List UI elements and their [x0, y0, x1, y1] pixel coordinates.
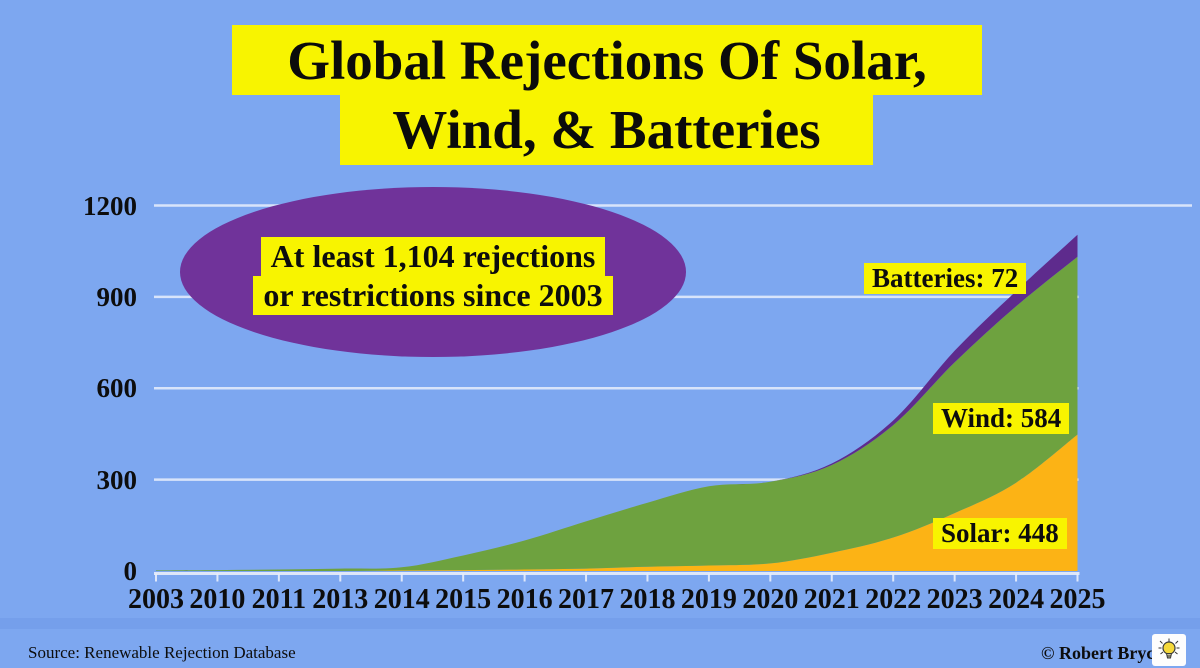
- page-title-line2: Wind, & Batteries: [340, 95, 873, 165]
- y-axis-label: 300: [96, 464, 138, 495]
- wind-label: Wind: 584: [933, 403, 1070, 434]
- solar-area: [156, 434, 1078, 572]
- solar-label: Solar: 448: [933, 518, 1067, 549]
- x-axis-label: 2018: [619, 584, 676, 615]
- copyright-text: © Robert Bryce: [1041, 643, 1163, 663]
- x-axis-label: 2011: [251, 584, 307, 615]
- y-axis-label: 1200: [83, 190, 137, 221]
- area-layer: [156, 234, 1078, 572]
- x-axis-label: 2024: [988, 584, 1045, 615]
- x-axis-label: 2003: [128, 584, 184, 615]
- y-axis-label: 0: [123, 556, 138, 586]
- x-axis-label: 2017: [558, 584, 615, 615]
- annotation-line1: At least 1,104 rejections: [260, 237, 606, 276]
- x-axis-label: 2010: [189, 584, 246, 615]
- x-axis-label: 2014: [373, 584, 430, 615]
- x-axis-label: 2019: [680, 584, 737, 615]
- x-axis-label: 2013: [312, 584, 369, 615]
- batteries-label: Batteries: 72: [864, 263, 1027, 294]
- x-axis-label: 2021: [803, 584, 860, 615]
- source-text: Source: Renewable Rejection Database: [28, 643, 296, 662]
- page-title-line1: Global Rejections Of Solar,: [232, 25, 982, 95]
- lightbulb-icon: [1152, 634, 1186, 666]
- annotation-line2: or restrictions since 2003: [253, 276, 613, 315]
- annotation-text: At least 1,104 rejections or restriction…: [180, 237, 686, 315]
- y-axis-label: 600: [96, 373, 138, 404]
- x-axis-label: 2015: [435, 584, 492, 615]
- axis-layer: [154, 572, 1080, 582]
- x-axis-label: 2023: [926, 584, 983, 615]
- x-axis-label: 2020: [742, 584, 799, 615]
- x-axis-label: 2016: [496, 584, 553, 615]
- wind-area: [156, 256, 1078, 572]
- footer-stripe: [0, 618, 1200, 629]
- x-axis-label: 2025: [1049, 584, 1106, 615]
- x-axis-label: 2022: [865, 584, 922, 615]
- y-axis-label: 900: [96, 281, 138, 312]
